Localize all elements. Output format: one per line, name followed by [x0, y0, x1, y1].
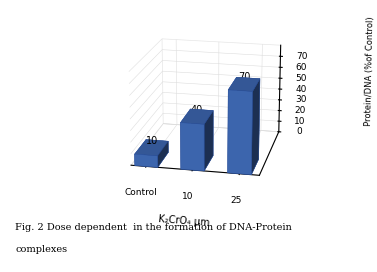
X-axis label: K₂CrO₄ μm: K₂CrO₄ μm — [158, 214, 210, 228]
Text: complexes: complexes — [15, 245, 67, 254]
Text: Fig. 2 Dose dependent  in the formation of DNA-Protein: Fig. 2 Dose dependent in the formation o… — [15, 223, 292, 232]
